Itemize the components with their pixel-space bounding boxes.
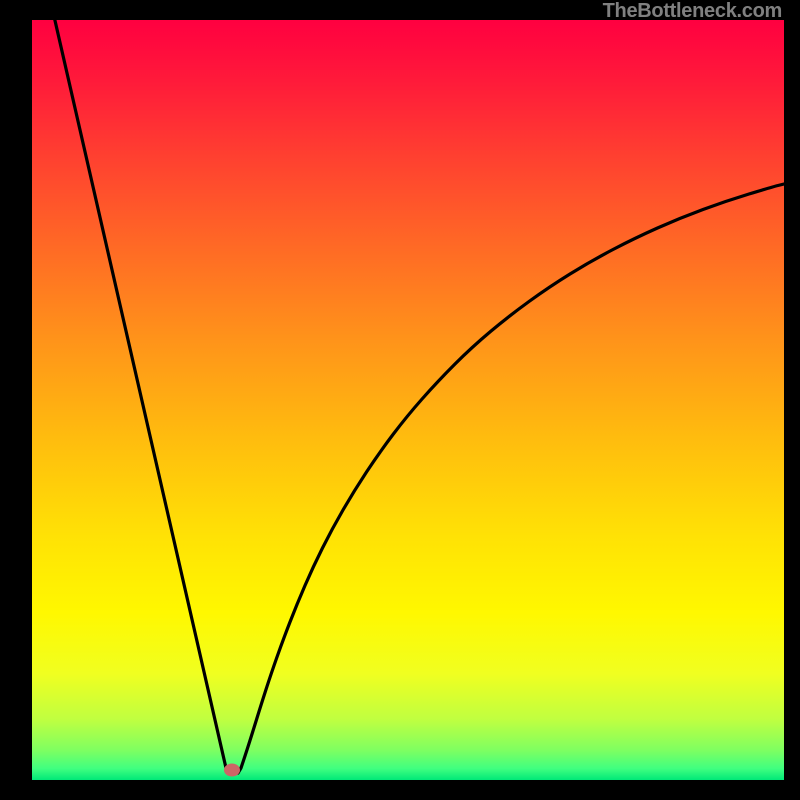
minimum-marker <box>224 764 240 777</box>
plot-area <box>32 20 784 780</box>
watermark-text: TheBottleneck.com <box>603 0 782 23</box>
chart-svg <box>32 20 784 780</box>
